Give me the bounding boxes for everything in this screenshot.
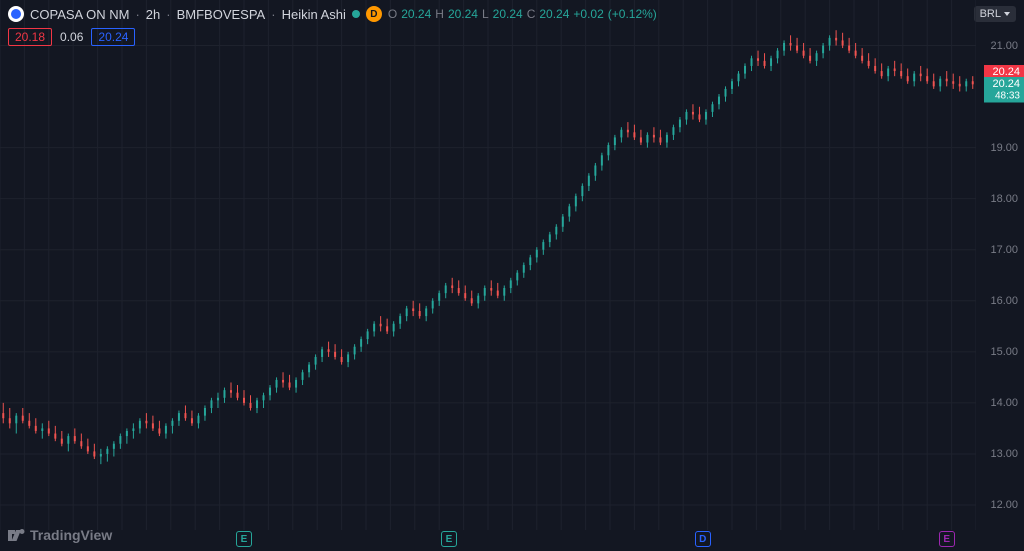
separator-dot: · (135, 7, 139, 22)
event-marker[interactable]: E (441, 531, 457, 547)
delay-badge[interactable]: D (366, 6, 382, 22)
ask-box[interactable]: 20.24 (91, 28, 135, 46)
y-tick-label: 18.00 (990, 193, 1018, 205)
countdown-tag: 48:33 (984, 90, 1024, 103)
chart-area[interactable] (0, 0, 976, 530)
exchange-label: BMFBOVESPA (177, 7, 266, 22)
change-value: +0.02 (573, 7, 603, 21)
ticker-icon[interactable] (8, 6, 24, 22)
ticker-symbol[interactable]: COPASA ON NM (30, 7, 129, 22)
price-summary-row: 20.18 0.06 20.24 (8, 28, 135, 46)
top-bar: COPASA ON NM · 2h · BMFBOVESPA · Heikin … (8, 6, 1016, 22)
event-marker[interactable]: D (695, 531, 711, 547)
interval-label[interactable]: 2h (146, 7, 160, 22)
y-tick-label: 19.00 (990, 142, 1018, 154)
chart-container: COPASA ON NM · 2h · BMFBOVESPA · Heikin … (0, 0, 1024, 551)
candlestick-svg (0, 0, 976, 530)
y-axis[interactable]: 12.00 13.00 14.00 15.00 16.00 17.00 18.00 19.00… (976, 0, 1024, 530)
y-tick-label: 21.00 (990, 40, 1018, 52)
chart-type-label: Heikin Ashi (282, 7, 346, 22)
y-tick-label: 17.00 (990, 244, 1018, 256)
change-pct-value: (+0.12%) (608, 7, 657, 21)
y-tick-label: 13.00 (990, 448, 1018, 460)
open-label: O (388, 7, 397, 21)
high-label: H (435, 7, 444, 21)
market-status-icon (352, 10, 360, 18)
y-tick-label: 16.00 (990, 295, 1018, 307)
separator-dot: · (271, 7, 275, 22)
event-marker[interactable]: E (236, 531, 252, 547)
y-tick-label: 15.00 (990, 346, 1018, 358)
low-value: 20.24 (493, 7, 523, 21)
watermark: TradingView (8, 527, 112, 543)
open-value: 20.24 (401, 7, 431, 21)
close-label: C (527, 7, 536, 21)
bid-box[interactable]: 20.18 (8, 28, 52, 46)
event-marker[interactable]: E (939, 531, 955, 547)
y-tick-label: 12.00 (990, 499, 1018, 511)
close-value: 20.24 (539, 7, 569, 21)
tradingview-logo-icon (8, 528, 26, 542)
ohlc-panel: O20.24 H20.24 L20.24 C20.24 +0.02 (+0.12… (388, 7, 657, 21)
y-tick-label: 14.00 (990, 397, 1018, 409)
separator-dot: · (166, 7, 170, 22)
high-value: 20.24 (448, 7, 478, 21)
watermark-text: TradingView (30, 527, 112, 543)
low-label: L (482, 7, 489, 21)
spread-value: 0.06 (60, 30, 83, 44)
